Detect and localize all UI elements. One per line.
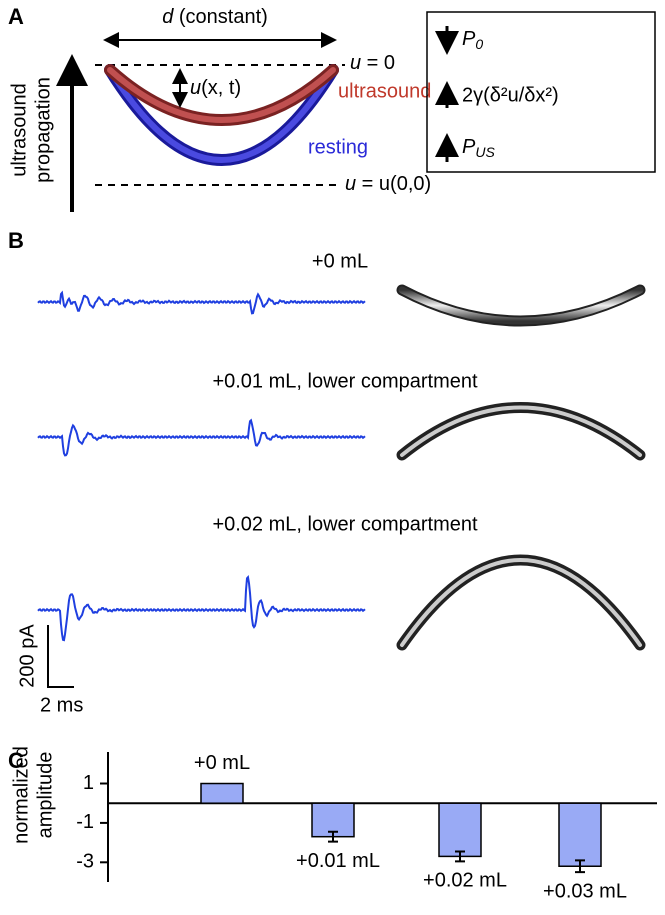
y-axis-label: amplitude	[34, 752, 56, 839]
bar	[200, 782, 244, 804]
width-label: d (constant)	[162, 6, 268, 28]
legend-item: 2γ(δ²u/δx²)	[462, 84, 559, 106]
bottom-line-label: u = u(0,0)	[345, 173, 431, 195]
category-label: +0.03 mL	[543, 880, 627, 902]
current-trace	[37, 575, 366, 642]
category-label: +0.01 mL	[296, 850, 380, 872]
ultrasound-membrane-highlight	[107, 67, 336, 123]
membrane	[400, 405, 642, 457]
condition-label: +0.01 mL, lower compartment	[212, 370, 478, 392]
traces	[37, 290, 366, 642]
scale-x-label: 2 ms	[40, 694, 83, 716]
scale-y-label: 200 pA	[16, 624, 38, 688]
error-bar	[455, 850, 465, 863]
error-bar	[328, 830, 338, 843]
axis-label: propagation	[32, 77, 54, 183]
panel-label: A	[8, 4, 24, 29]
membrane	[398, 286, 644, 325]
panel-label: C	[8, 748, 24, 773]
legend-box	[426, 11, 656, 173]
condition-label: +0.02 mL, lower compartment	[212, 513, 478, 535]
panel-label: B	[8, 228, 24, 253]
bar	[438, 802, 482, 858]
axis-label: ultrasound	[8, 83, 30, 176]
current-trace	[37, 290, 366, 315]
y-tick-label: -1	[76, 811, 94, 833]
condition-label: +0 mL	[312, 250, 368, 272]
y-tick-label: -3	[76, 851, 94, 873]
y-tick-label: 1	[83, 772, 94, 794]
ultrasound-label: ultrasound	[338, 80, 431, 102]
y-axis-label: normalized	[10, 746, 32, 844]
legend-item: P0	[462, 28, 483, 51]
category-label: +0.02 mL	[423, 870, 507, 892]
category-label: +0 mL	[194, 752, 250, 774]
resting-membrane-highlight	[107, 67, 336, 163]
current-trace	[37, 418, 366, 457]
bar	[558, 802, 602, 867]
membrane	[400, 558, 642, 647]
displacement-label: u(x, t)	[190, 77, 241, 99]
scale-bar	[47, 625, 74, 688]
resting-label: resting	[308, 136, 368, 158]
error-bar	[575, 859, 585, 874]
top-line-label: u = 0	[350, 52, 395, 74]
legend-item: PUS	[462, 136, 495, 159]
